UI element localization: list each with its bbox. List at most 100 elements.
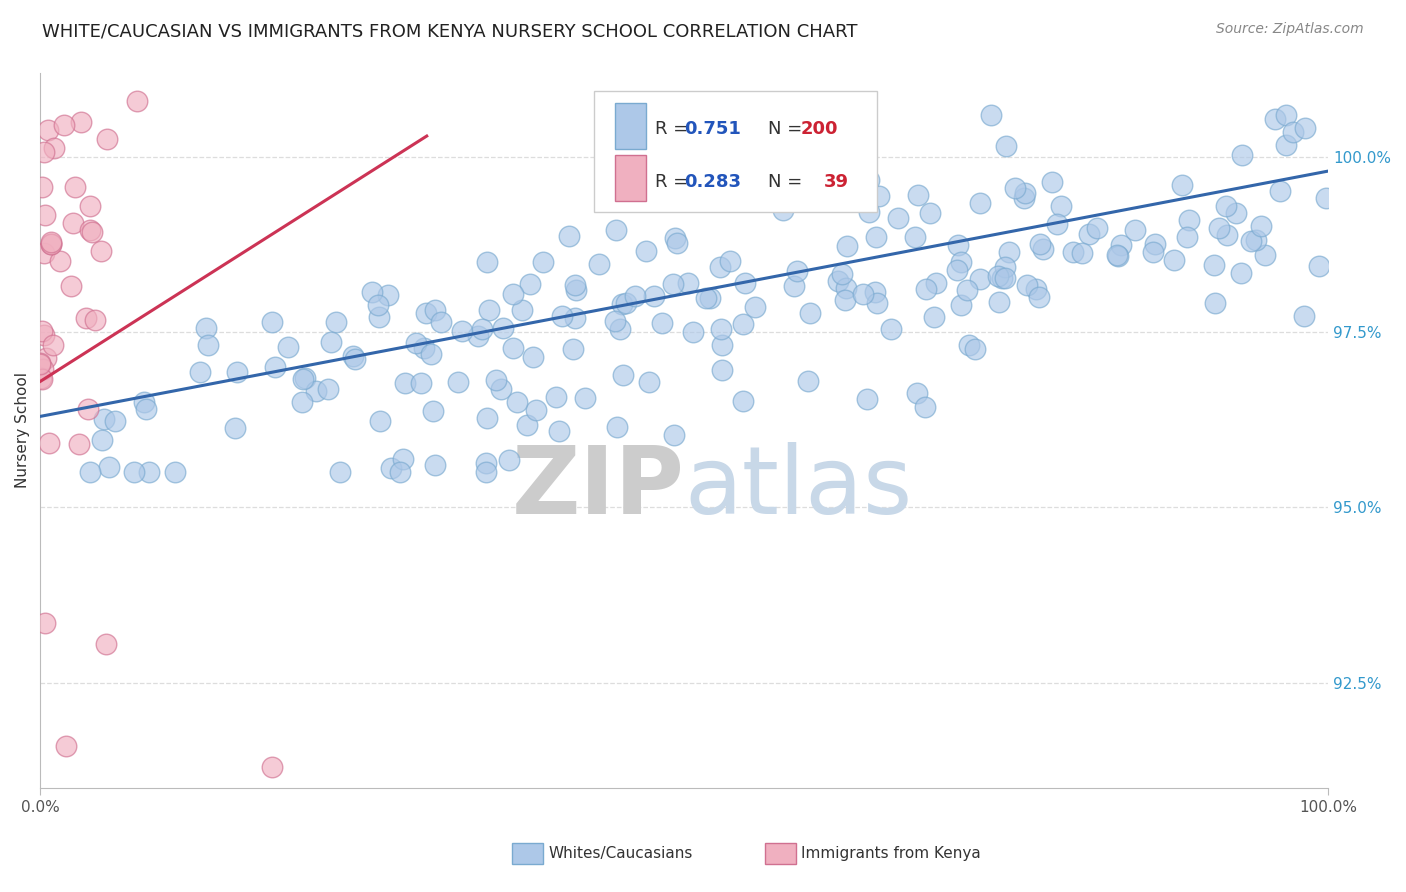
Point bbox=[710, 321, 733, 335]
Point bbox=[475, 466, 498, 480]
Point bbox=[122, 466, 145, 480]
Point bbox=[904, 230, 927, 244]
Point bbox=[664, 230, 686, 244]
Point bbox=[262, 315, 284, 329]
Point bbox=[411, 376, 433, 391]
Point bbox=[1250, 219, 1272, 233]
Point bbox=[914, 282, 936, 296]
Point bbox=[79, 466, 101, 480]
Point bbox=[1171, 178, 1194, 193]
Point bbox=[42, 337, 65, 351]
Point bbox=[1163, 252, 1185, 267]
Point bbox=[412, 341, 434, 355]
Point bbox=[695, 291, 717, 305]
Point bbox=[561, 342, 583, 356]
Point bbox=[37, 122, 59, 136]
Point bbox=[475, 410, 498, 425]
Point bbox=[502, 286, 524, 301]
Point bbox=[90, 244, 112, 258]
Point bbox=[643, 288, 665, 302]
Point bbox=[1087, 221, 1109, 235]
FancyBboxPatch shape bbox=[614, 155, 645, 201]
Point bbox=[1077, 227, 1099, 241]
Point bbox=[1282, 125, 1305, 139]
Point bbox=[612, 368, 634, 382]
Point bbox=[392, 452, 415, 467]
Point bbox=[710, 337, 733, 351]
Point bbox=[1178, 213, 1201, 227]
Point bbox=[294, 371, 316, 385]
Point bbox=[1230, 147, 1253, 161]
Point bbox=[994, 138, 1017, 153]
Point bbox=[93, 412, 115, 426]
Point bbox=[425, 303, 447, 318]
Point bbox=[949, 255, 972, 269]
Point bbox=[1062, 245, 1084, 260]
Point bbox=[512, 302, 534, 317]
Text: WHITE/CAUCASIAN VS IMMIGRANTS FROM KENYA NURSERY SCHOOL CORRELATION CHART: WHITE/CAUCASIAN VS IMMIGRANTS FROM KENYA… bbox=[42, 22, 858, 40]
Point bbox=[1123, 223, 1146, 237]
Point bbox=[39, 237, 62, 252]
FancyBboxPatch shape bbox=[614, 103, 645, 149]
Point bbox=[1225, 206, 1247, 220]
Text: Source: ZipAtlas.com: Source: ZipAtlas.com bbox=[1216, 22, 1364, 37]
Point bbox=[837, 239, 859, 253]
Point bbox=[834, 281, 856, 295]
Point bbox=[132, 394, 155, 409]
Point bbox=[415, 306, 437, 320]
Text: 0.751: 0.751 bbox=[685, 120, 741, 137]
Point bbox=[858, 173, 880, 187]
Point bbox=[994, 260, 1017, 274]
Point bbox=[498, 453, 520, 467]
Point bbox=[30, 371, 52, 385]
Point bbox=[991, 270, 1014, 285]
Point bbox=[34, 208, 56, 222]
Point bbox=[799, 306, 821, 320]
Point bbox=[291, 395, 314, 409]
Point bbox=[135, 402, 157, 417]
Point bbox=[907, 188, 929, 202]
Point bbox=[1142, 244, 1164, 259]
Point bbox=[661, 277, 683, 291]
Point bbox=[377, 288, 399, 302]
Point bbox=[502, 341, 524, 355]
Point bbox=[492, 321, 515, 335]
Point bbox=[1014, 186, 1036, 201]
Point bbox=[564, 278, 586, 293]
Point bbox=[79, 222, 101, 236]
Point bbox=[485, 373, 508, 387]
Point bbox=[44, 141, 66, 155]
Point bbox=[516, 418, 538, 433]
Point bbox=[666, 235, 689, 250]
Point bbox=[429, 315, 451, 329]
Point bbox=[531, 255, 554, 269]
Point bbox=[1204, 258, 1226, 272]
Text: Immigrants from Kenya: Immigrants from Kenya bbox=[801, 847, 981, 861]
Point bbox=[474, 456, 496, 470]
Point bbox=[868, 188, 890, 202]
Point bbox=[79, 199, 101, 213]
Text: 200: 200 bbox=[800, 120, 838, 137]
Point bbox=[856, 392, 879, 407]
Point bbox=[603, 314, 626, 328]
Point bbox=[551, 309, 574, 323]
Point bbox=[711, 363, 734, 377]
Point bbox=[80, 225, 103, 239]
Point bbox=[96, 131, 118, 145]
Point bbox=[388, 466, 411, 480]
Point bbox=[718, 254, 741, 268]
Point bbox=[264, 360, 287, 375]
Point bbox=[574, 391, 596, 405]
Y-axis label: Nursery School: Nursery School bbox=[15, 372, 30, 488]
Point bbox=[447, 375, 470, 389]
Point bbox=[30, 356, 52, 370]
Text: 0.283: 0.283 bbox=[685, 173, 741, 191]
Point bbox=[321, 335, 343, 350]
Point bbox=[565, 283, 588, 297]
Point bbox=[1025, 282, 1047, 296]
Point bbox=[224, 421, 246, 435]
Point bbox=[52, 118, 75, 132]
Point bbox=[489, 382, 512, 396]
Point bbox=[522, 351, 544, 365]
Point bbox=[963, 342, 986, 356]
